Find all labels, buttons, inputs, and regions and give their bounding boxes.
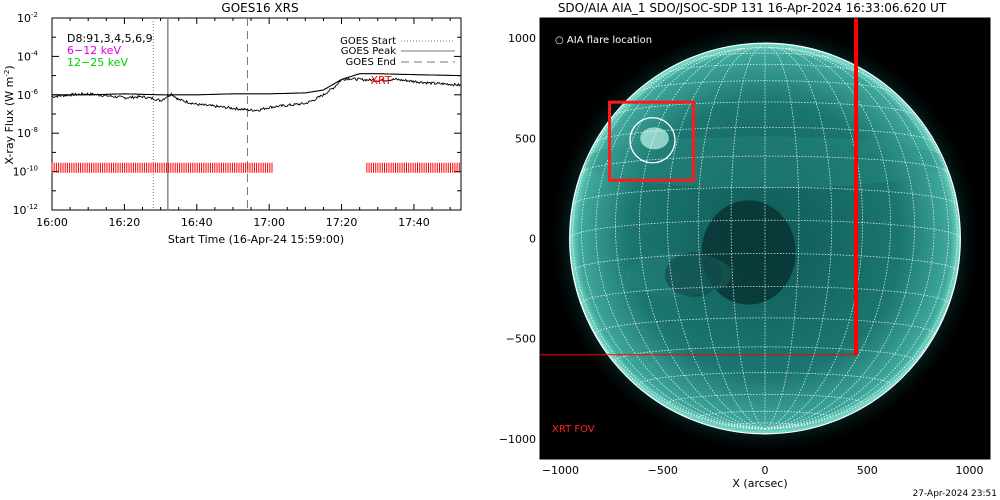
grid-meridian <box>764 47 864 430</box>
goes-x-tick-label: 16:20 <box>109 216 141 229</box>
aia-axis-ticks <box>540 18 990 459</box>
grid-parallel <box>697 410 833 418</box>
aia-y-tick-labels: 1000 500 0 −500 −1000 <box>499 32 536 446</box>
grid-parallel <box>639 372 891 385</box>
goes-legend-left: D8:91,3,4,5,6,9 6−12 keV 12−25 keV <box>67 32 153 69</box>
grid-meridian <box>614 48 766 430</box>
goes-x-tick-label: 16:40 <box>181 216 213 229</box>
aia-x-axis-label: X (arcsec) <box>732 477 787 490</box>
heliographic-grid <box>569 46 961 430</box>
active-belt-shape <box>625 252 733 297</box>
coronal-hole-shape <box>664 252 723 297</box>
legend-left-entry-12-25kev: 12−25 keV <box>67 56 128 69</box>
grid-meridian <box>764 54 950 430</box>
legend-left-entry-detectors: D8:91,3,4,5,6,9 <box>67 32 153 45</box>
aia-y-tick-label: −500 <box>506 333 536 346</box>
grid-parallel <box>737 47 793 50</box>
grid-meridian <box>764 48 916 430</box>
grid-parallel <box>666 393 864 404</box>
goes-x-tick-label: 16:00 <box>36 216 68 229</box>
grid-parallel <box>595 317 935 334</box>
aia-x-tick-label: 0 <box>762 464 769 477</box>
grid-meridian <box>764 46 800 430</box>
grid-parallel <box>615 346 915 362</box>
aia-y-tick-label: 500 <box>515 132 536 145</box>
aia-y-tick-label: 0 <box>529 233 536 246</box>
xrt-fov-label: XRT FOV <box>552 424 595 435</box>
aia-x-tick-label: 500 <box>857 464 878 477</box>
legend-goes-start-label: GOES Start <box>340 36 396 47</box>
legend-left-entry-6-12kev: 6−12 keV <box>67 44 121 57</box>
goes-coverage-interval-0 <box>51 162 273 173</box>
goes-x-axis-label: Start Time (16-Apr-24 15:59:00) <box>168 233 344 246</box>
goes-y-tick-label: 10-4 <box>17 49 39 63</box>
grid-meridian <box>764 46 833 430</box>
goes-x-tick-labels: 16:00 16:20 16:40 17:00 17:20 17:40 <box>36 216 430 229</box>
grid-meridian <box>697 46 766 430</box>
goes-y-tick-label: 10-10 <box>13 165 38 179</box>
aia-x-tick-label: −500 <box>648 464 678 477</box>
coronal-hole-shape <box>701 200 796 305</box>
goes-y-tick-label: 10-2 <box>17 11 38 25</box>
goes-event-lines <box>152 18 248 210</box>
goes-series-line-1 <box>52 73 461 96</box>
goes-chart-title: GOES16 XRS <box>221 1 298 15</box>
grid-parallel <box>615 101 915 115</box>
goes-x-tick-label: 17:40 <box>398 216 430 229</box>
aia-legend-flare-location: ○ AIA flare location <box>555 35 652 46</box>
goes-x-tick-label: 17:00 <box>253 216 285 229</box>
goes-y-tick-label: 10-6 <box>17 88 39 102</box>
aia-y-tick-label: −1000 <box>499 433 536 446</box>
goes-y-tick-label: 10-8 <box>17 126 38 140</box>
aia-x-tick-labels: −1000 −500 0 500 1000 <box>542 464 984 477</box>
goes-coverage-interval-1 <box>366 162 460 173</box>
flare-box <box>608 100 695 182</box>
goes-y-axis-label: X-ray Flux (W m-2) <box>3 65 16 164</box>
grid-meridian <box>666 47 766 430</box>
grid-parallel <box>701 52 829 58</box>
goes-y-tick-labels: 10-12 10-10 10-8 10-6 10-4 10-2 <box>13 11 39 217</box>
aia-x-tick-label: 1000 <box>956 464 984 477</box>
aia-image-panel: SDO/AIA AIA_1 SDO/JSOC-SDP 131 16-Apr-20… <box>499 1 991 490</box>
grid-parallel <box>572 186 958 205</box>
goes-xrs-chart: GOES16 XRS 10-12 10-10 10-8 10-6 10-4 10-2 16… <box>3 1 462 246</box>
grid-parallel <box>596 126 934 142</box>
solar-limb <box>569 42 961 435</box>
goes-series-line-0 <box>51 77 462 112</box>
grid-parallel <box>569 219 961 239</box>
goes-coverage-bars <box>51 162 460 173</box>
goes-xrt-annotation: XRT <box>371 74 392 87</box>
flare-brightening <box>640 127 669 150</box>
goes-y-tick-label: 10-12 <box>13 203 38 217</box>
legend-goes-end-label: GOES End <box>346 57 396 68</box>
aia-x-tick-label: −1000 <box>542 464 579 477</box>
goes-series-group <box>51 73 462 112</box>
legend-goes-peak-label: GOES Peak <box>341 46 396 57</box>
grid-meridian <box>764 71 958 430</box>
aia-title: SDO/AIA AIA_1 SDO/JSOC-SDP 131 16-Apr-20… <box>558 1 947 15</box>
aia-flare-location-circle <box>629 117 676 164</box>
grid-meridian <box>580 54 766 430</box>
footer-timestamp: 27-Apr-2024 23:51 <box>913 489 997 499</box>
aia-y-tick-label: 1000 <box>508 32 536 45</box>
goes-x-tick-label: 17:20 <box>326 216 358 229</box>
grid-meridian <box>572 71 766 430</box>
grid-parallel <box>572 253 958 272</box>
grid-meridian <box>730 46 766 430</box>
grid-parallel <box>730 422 800 427</box>
grid-meridian <box>764 49 935 430</box>
grid-parallel <box>669 63 861 72</box>
grid-parallel <box>581 285 949 304</box>
goes-legend-right: GOES Start GOES Peak GOES End <box>340 36 455 68</box>
